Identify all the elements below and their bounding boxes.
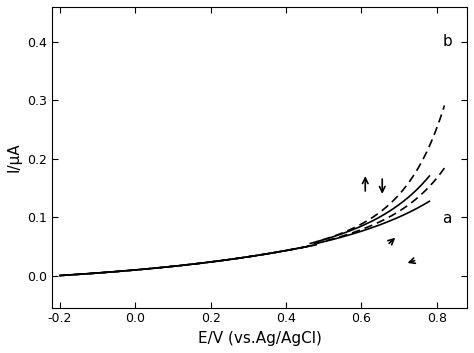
Y-axis label: I/μA: I/μA: [7, 143, 22, 172]
X-axis label: E/V (vs.Ag/AgCl): E/V (vs.Ag/AgCl): [198, 331, 322, 346]
Text: a: a: [443, 211, 452, 226]
Text: b: b: [443, 35, 452, 49]
